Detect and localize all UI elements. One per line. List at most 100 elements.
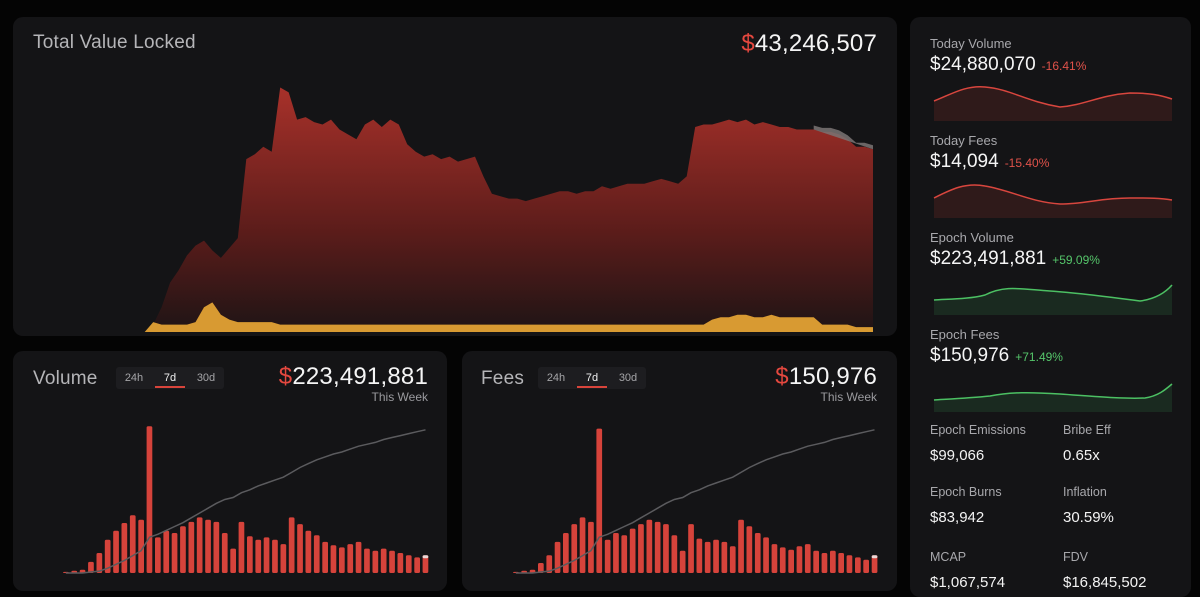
fees-bar (654, 521, 661, 573)
volume-bar (96, 553, 103, 573)
volume-bar (213, 521, 220, 573)
volume-bar (113, 530, 119, 573)
epoch-fees-value: $150,976 +71.49% (930, 345, 1063, 367)
volume-tab-30d[interactable]: 30d (196, 372, 216, 384)
fees-bar (671, 535, 678, 573)
volume-bar (196, 517, 203, 573)
bribe-eff-label: Bribe Eff (1063, 423, 1111, 437)
tvl-amount: 43,246,507 (754, 30, 877, 57)
volume-bar (339, 547, 345, 573)
volume-card: Volume 24h 7d 30d $223,491,881 This Week (13, 351, 447, 591)
fees-bar (813, 550, 819, 573)
tvl-area-chart (60, 87, 873, 332)
mcap-value: $1,067,574 (930, 574, 1006, 591)
volume-bar (129, 515, 136, 573)
volume-bar (313, 535, 320, 573)
fees-bar (596, 428, 603, 573)
fees-bar (571, 524, 578, 573)
fees-bar (838, 553, 844, 573)
volume-bar (155, 537, 161, 573)
fees-bar (713, 539, 719, 573)
volume-period: This Week (371, 390, 428, 404)
today-volume-amount: $24,880,070 (930, 54, 1036, 75)
fees-bar (646, 519, 653, 573)
fees-bar (629, 528, 636, 573)
volume-bar (380, 548, 387, 573)
fdv-value: $16,845,502 (1063, 574, 1147, 591)
fees-bar-chart (513, 428, 878, 574)
volume-bar (247, 536, 253, 573)
fees-bar (638, 524, 644, 573)
fees-tab-24h[interactable]: 24h (546, 372, 566, 384)
fees-bar (871, 555, 878, 573)
inflation-label: Inflation (1063, 485, 1107, 499)
fees-tab-7d[interactable]: 7d (574, 367, 610, 389)
volume-bar (171, 533, 178, 573)
fees-bar (771, 544, 778, 573)
fees-bar (738, 519, 744, 573)
volume-bar (121, 523, 128, 573)
volume-cumulative-line (65, 429, 426, 574)
today-volume-label: Today Volume (930, 36, 1012, 51)
today-fees-label: Today Fees (930, 133, 998, 148)
fees-bar (621, 535, 628, 573)
fees-period: This Week (820, 390, 877, 404)
volume-bar (347, 544, 354, 573)
fees-bar (663, 524, 669, 573)
volume-bar (397, 553, 404, 573)
fees-currency: $ (775, 363, 789, 390)
tvl-value: $43,246,507 (741, 30, 877, 58)
volume-bar (205, 519, 211, 573)
epoch-volume-sparkline (933, 284, 1173, 315)
fees-bar (754, 533, 761, 573)
volume-bar (405, 555, 412, 573)
fees-tab-30d[interactable]: 30d (618, 372, 638, 384)
volume-bar (163, 530, 170, 573)
fees-bar (779, 547, 786, 573)
volume-bar (305, 530, 312, 573)
fees-period-tabs: 24h 7d 30d (538, 367, 646, 389)
volume-bar (422, 555, 429, 573)
bribe-eff-value: 0.65x (1063, 447, 1100, 464)
volume-bar (88, 561, 94, 573)
volume-bar (272, 539, 278, 573)
today-volume-value: $24,880,070 -16.41% (930, 54, 1086, 76)
fees-value: $150,976 (775, 363, 877, 391)
volume-currency: $ (278, 363, 293, 390)
volume-value: $223,491,881 (279, 363, 428, 391)
volume-bar (330, 545, 337, 573)
volume-bar (230, 548, 236, 573)
epoch-fees-change: +71.49% (1015, 350, 1063, 364)
fees-bar (546, 555, 553, 573)
fees-bar-highlight (871, 555, 878, 559)
fees-bar (729, 546, 736, 573)
fees-bar (804, 544, 811, 573)
today-volume-sparkline (933, 86, 1173, 121)
tvl-series-grey-edge (813, 95, 873, 150)
volume-bar (255, 539, 262, 573)
epoch-fees-label: Epoch Fees (930, 327, 1000, 342)
tvl-title: Total Value Locked (33, 32, 196, 53)
tvl-series-main-area (60, 87, 873, 332)
fees-bar (704, 541, 711, 573)
mcap-label: MCAP (930, 550, 967, 564)
volume-bar (372, 550, 379, 573)
fees-bar (796, 546, 803, 573)
volume-bar (188, 521, 195, 573)
fees-cumulative-line (515, 429, 875, 574)
volume-bar (322, 541, 328, 573)
volume-bar (389, 550, 395, 573)
inflation-value: 30.59% (1063, 509, 1114, 526)
today-fees-amount: $14,094 (930, 151, 999, 172)
today-fees-change: -15.40% (1004, 156, 1050, 170)
epoch-volume-amount: $223,491,881 (930, 248, 1047, 269)
volume-bar (355, 541, 362, 573)
volume-tab-7d[interactable]: 7d (152, 367, 188, 389)
stats-panel: Today Volume $24,880,070 -16.41% Today Fe… (910, 17, 1191, 597)
fees-bar (688, 524, 694, 573)
fees-bar (679, 550, 686, 573)
fees-bar (538, 563, 544, 573)
fees-bar (855, 557, 861, 573)
volume-tab-24h[interactable]: 24h (124, 372, 144, 384)
volume-period-tabs: 24h 7d 30d (116, 367, 224, 389)
